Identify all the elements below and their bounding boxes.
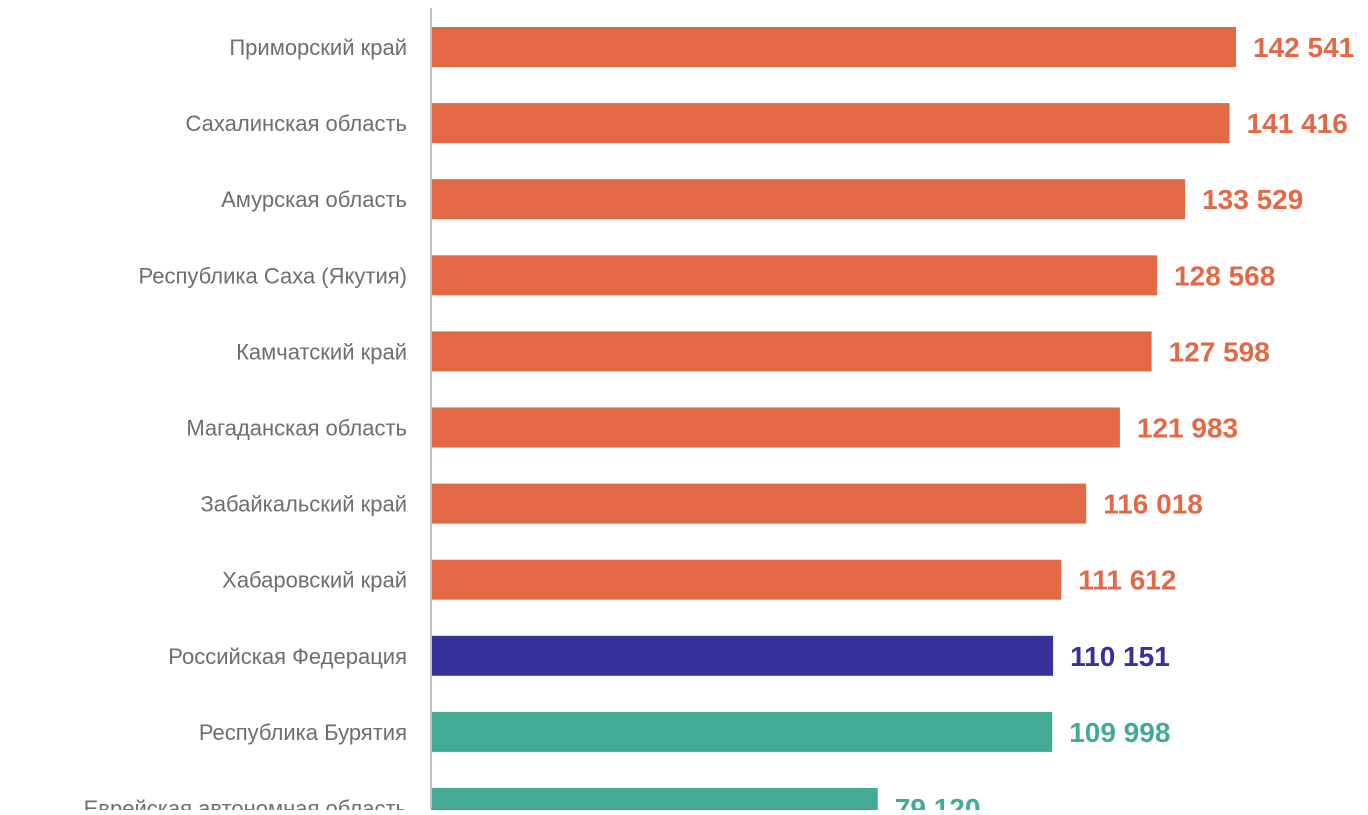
bar — [431, 179, 1186, 220]
value-label: 133 529 — [1202, 184, 1303, 215]
category-label: Камчатский край — [236, 339, 407, 364]
value-labels: 142 541 141 416 133 529 128 568 127 598 121 9… — [895, 32, 1354, 815]
category-labels: Приморский край Сахалинская область Амурск… — [84, 35, 408, 815]
bar — [431, 407, 1120, 448]
bar — [431, 483, 1087, 524]
bar — [431, 331, 1152, 372]
category-label: Еврейская автономная область — [84, 796, 407, 810]
value-label: 111 612 — [1078, 565, 1176, 596]
value-label: 110 151 — [1070, 641, 1170, 672]
bar — [431, 559, 1062, 600]
bar — [431, 635, 1054, 676]
bar — [431, 27, 1236, 67]
bar — [431, 103, 1230, 144]
bar — [431, 788, 878, 815]
category-label: Амурская область — [221, 187, 407, 212]
value-label: 141 416 — [1247, 108, 1348, 139]
value-label: 121 983 — [1137, 413, 1238, 444]
category-label: Приморский край — [229, 35, 407, 60]
category-label: Хабаровский край — [222, 568, 407, 593]
category-label: Сахалинская область — [186, 111, 407, 136]
value-label: 128 568 — [1174, 260, 1275, 291]
bar — [431, 255, 1158, 296]
value-label: 116 018 — [1103, 489, 1203, 520]
category-label: Российская Федерация — [168, 644, 407, 669]
category-label: Республика Саха (Якутия) — [139, 263, 407, 288]
category-label: Республика Бурятия — [199, 720, 407, 745]
value-label: 142 541 — [1253, 32, 1354, 63]
bar — [431, 711, 1053, 752]
value-label: 127 598 — [1169, 336, 1270, 367]
value-label: 79 120 — [895, 793, 981, 810]
category-label: Забайкальский край — [201, 492, 408, 517]
bars — [431, 27, 1236, 815]
category-label: Магаданская область — [186, 416, 407, 441]
value-label: 109 998 — [1069, 717, 1170, 748]
